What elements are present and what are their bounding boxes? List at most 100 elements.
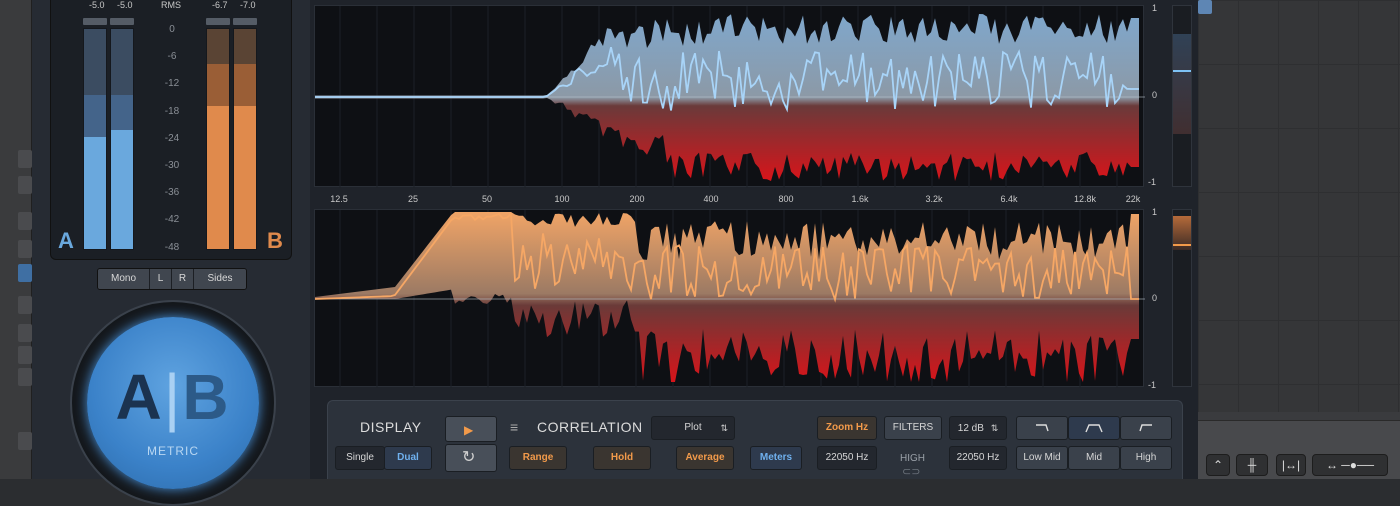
brand-label: METRIC bbox=[147, 444, 199, 458]
high-label: HIGH bbox=[900, 453, 925, 464]
channel-mode-selector: Mono L R Sides bbox=[97, 268, 247, 290]
filters-button[interactable]: FILTERS bbox=[884, 416, 942, 440]
zoom-hz-button[interactable]: Zoom Hz bbox=[817, 416, 877, 440]
graph-a-y-top: 1 bbox=[1152, 3, 1158, 13]
plot-select-value: Plot bbox=[684, 422, 702, 433]
meter-scale-label: 0 bbox=[169, 24, 175, 35]
meter-cap bbox=[110, 18, 134, 25]
hold-button[interactable]: Hold bbox=[593, 446, 651, 470]
meter-scale-label: -30 bbox=[164, 160, 180, 171]
host-button[interactable] bbox=[18, 176, 32, 194]
host-button[interactable] bbox=[18, 324, 32, 342]
frequency-tick-label: 50 bbox=[481, 194, 493, 204]
graph-b-svg bbox=[315, 210, 1145, 388]
host-button[interactable] bbox=[18, 240, 32, 258]
meter-scale-label: -48 bbox=[164, 241, 180, 253]
menu-icon[interactable]: ≡ bbox=[510, 419, 519, 435]
host-button[interactable] bbox=[18, 432, 32, 450]
mode-left-button[interactable]: L bbox=[150, 269, 172, 289]
host-clip[interactable] bbox=[1198, 0, 1212, 14]
host-button[interactable] bbox=[18, 150, 32, 168]
channel-b-label: B bbox=[267, 228, 283, 253]
bandpass-button[interactable] bbox=[1068, 416, 1120, 440]
knob-sep: | bbox=[163, 361, 183, 433]
graph-b-line bbox=[315, 212, 1139, 303]
graph-a-y-bot: -1 bbox=[1148, 177, 1157, 187]
graph-a-svg bbox=[315, 6, 1145, 188]
select-arrows-icon: ⇅ bbox=[720, 423, 728, 433]
reset-icon: ↻ bbox=[462, 449, 476, 466]
frequency-tick-label: 6.4k bbox=[1000, 194, 1018, 204]
correlation-title: CORRELATION bbox=[537, 419, 643, 435]
peak-b-left: -6.7 bbox=[212, 0, 228, 10]
graph-a-line bbox=[315, 47, 1139, 113]
correlation-graph-a[interactable] bbox=[314, 5, 1145, 188]
display-dual-button[interactable]: Dual bbox=[384, 446, 432, 470]
knob-b: B bbox=[182, 361, 231, 433]
frequency-tick-label: 800 bbox=[778, 194, 794, 204]
meter-cap bbox=[83, 18, 107, 25]
graph-b-y-bot: -1 bbox=[1148, 380, 1157, 390]
frequency-tick-label: 1.6k bbox=[851, 194, 869, 204]
host-button[interactable] bbox=[18, 368, 32, 386]
reset-button[interactable]: ↻ bbox=[445, 444, 497, 472]
frequency-tick-label: 3.2k bbox=[925, 194, 943, 204]
graph-a-envelope bbox=[315, 14, 1139, 181]
knob-a: A bbox=[115, 361, 164, 433]
meter-b-right bbox=[233, 28, 257, 250]
meter-cap bbox=[206, 18, 230, 25]
meter-scale-label: -6 bbox=[167, 51, 177, 63]
correlation-graph-b[interactable] bbox=[314, 209, 1145, 388]
host-button[interactable] bbox=[18, 296, 32, 314]
freq-left-field[interactable]: 22050 Hz bbox=[817, 446, 877, 470]
graph-b-y-mid: 0 bbox=[1152, 293, 1158, 303]
frequency-tick-label: 100 bbox=[554, 194, 570, 204]
band-mid-button[interactable]: Mid bbox=[1068, 446, 1120, 470]
peak-a-right: -5.0 bbox=[117, 0, 133, 10]
play-icon: ▶ bbox=[464, 423, 474, 437]
meter-scale-label: -12 bbox=[164, 78, 180, 90]
frequency-tick-label: 200 bbox=[629, 194, 645, 204]
meter-a-right bbox=[110, 28, 134, 250]
frequency-tick-label: 12.5 bbox=[330, 194, 348, 204]
meter-scale-label: -36 bbox=[164, 187, 180, 199]
freq-right-field[interactable]: 22050 Hz bbox=[949, 446, 1007, 470]
peak-a-left: -5.0 bbox=[89, 0, 105, 10]
lowpass-button[interactable] bbox=[1120, 416, 1172, 440]
mode-right-button[interactable]: R bbox=[172, 269, 194, 289]
host-fit-icon[interactable]: |↔| bbox=[1276, 454, 1306, 476]
play-button[interactable]: ▶ bbox=[445, 416, 497, 442]
host-button[interactable] bbox=[18, 212, 32, 230]
bandpass-icon bbox=[1085, 424, 1103, 433]
ab-switch-button[interactable] bbox=[87, 317, 259, 489]
ab-switch-label: A|B bbox=[87, 360, 259, 434]
frequency-tick-label: 400 bbox=[703, 194, 719, 204]
highpass-icon bbox=[1036, 424, 1049, 432]
graph-a-y-mid: 0 bbox=[1152, 90, 1158, 100]
display-single-button[interactable]: Single bbox=[335, 446, 385, 470]
range-button[interactable]: Range bbox=[509, 446, 567, 470]
mode-sides-button[interactable]: Sides bbox=[194, 269, 246, 289]
host-stepper-icon[interactable]: ⌃ bbox=[1206, 454, 1230, 476]
host-track-grid[interactable] bbox=[1198, 0, 1400, 412]
host-zoom-slider[interactable]: ↔ ─●── bbox=[1312, 454, 1388, 476]
meter-scale-label: -18 bbox=[164, 105, 180, 117]
graph-a-side-meter bbox=[1172, 5, 1192, 187]
mode-mono-button[interactable]: Mono bbox=[98, 269, 150, 289]
meter-a-left bbox=[83, 28, 107, 250]
host-button[interactable] bbox=[18, 346, 32, 364]
level-meters: -5.0 -5.0 RMS -6.7 -7.0 0 -6 -12 -18 -24 -30 -… bbox=[50, 0, 292, 260]
db-select[interactable]: 12 dB ⇅ bbox=[949, 416, 1007, 440]
graph-b-side-meter bbox=[1172, 209, 1192, 387]
meter-b-left bbox=[206, 28, 230, 250]
highpass-button[interactable] bbox=[1016, 416, 1068, 440]
band-high-button[interactable]: High bbox=[1120, 446, 1172, 470]
host-waveform-icon[interactable]: ╫ bbox=[1236, 454, 1268, 476]
host-button-active[interactable] bbox=[18, 264, 32, 282]
average-button[interactable]: Average bbox=[676, 446, 734, 470]
meter-scale-label: -24 bbox=[164, 132, 180, 144]
link-icon[interactable]: ⊂⊃ bbox=[902, 466, 921, 478]
plot-select[interactable]: Plot ⇅ bbox=[651, 416, 735, 440]
band-low-mid-button[interactable]: Low Mid bbox=[1016, 446, 1068, 470]
meters-button[interactable]: Meters bbox=[750, 446, 802, 470]
